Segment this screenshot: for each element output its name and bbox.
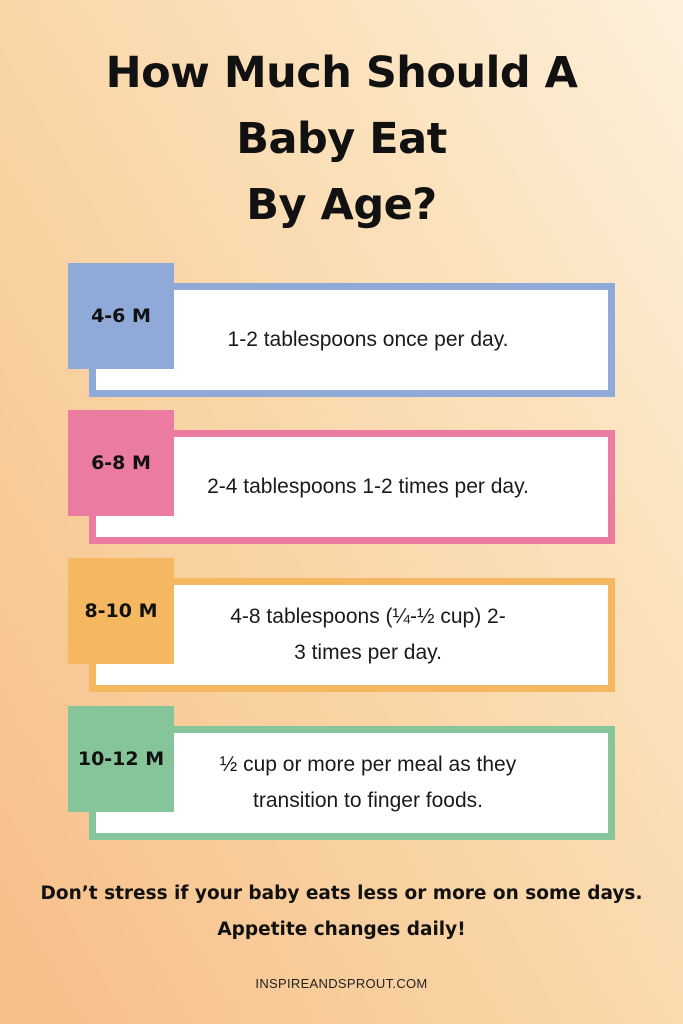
age-card-frame (89, 283, 615, 397)
age-card-8-10: 8-10 M 4-8 tablespoons (¼-½ cup) 2-3 tim… (68, 558, 615, 692)
footer-note: Don’t stress if your baby eats less or m… (0, 876, 683, 948)
age-card-6-8: 6-8 M 2-4 tablespoons 1-2 times per day. (68, 410, 615, 544)
page-title: How Much Should A Baby Eat By Age? (0, 40, 683, 238)
title-line-1: How Much Should A (105, 48, 578, 98)
title-line-3: By Age? (246, 180, 437, 230)
title-line-2: Baby Eat (236, 114, 447, 164)
age-card-text: ½ cup or more per meal as they transitio… (219, 753, 517, 812)
age-card-frame (89, 578, 615, 692)
age-tag: 6-8 M (68, 410, 174, 516)
age-card-10-12: 10-12 M ½ cup or more per meal as they t… (68, 706, 615, 840)
age-tag: 4-6 M (68, 263, 174, 369)
age-card-4-6: 4-6 M 1-2 tablespoons once per day. (68, 263, 615, 397)
age-tag: 10-12 M (68, 706, 174, 812)
age-card-frame (89, 726, 615, 840)
age-card-text: 1-2 tablespoons once per day. (227, 328, 509, 351)
age-card-frame (89, 430, 615, 544)
footer-note-line-2: Appetite changes daily! (217, 919, 466, 940)
age-tag: 8-10 M (68, 558, 174, 664)
age-card-text: 4-8 tablespoons (¼-½ cup) 2-3 times per … (230, 605, 506, 664)
age-card-text: 2-4 tablespoons 1-2 times per day. (207, 475, 529, 498)
site-url: INSPIREANDSPROUT.COM (255, 976, 428, 991)
footer-note-line-1: Don’t stress if your baby eats less or m… (40, 883, 643, 904)
